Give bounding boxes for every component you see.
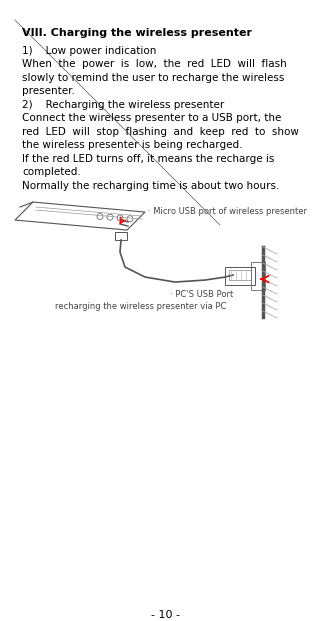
- Text: slowly to remind the user to recharge the wireless: slowly to remind the user to recharge th…: [22, 73, 284, 83]
- Text: - 10 -: - 10 -: [151, 610, 180, 620]
- Text: recharging the wireless presenter via PC: recharging the wireless presenter via PC: [55, 302, 226, 311]
- Text: completed.: completed.: [22, 167, 81, 177]
- Bar: [251, 262, 265, 290]
- Text: · PC’S USB Port: · PC’S USB Port: [170, 290, 233, 299]
- Text: presenter.: presenter.: [22, 86, 75, 96]
- Bar: [225, 267, 255, 285]
- Text: 2)    Recharging the wireless presenter: 2) Recharging the wireless presenter: [22, 99, 224, 109]
- Text: · Micro USB port of wireless presenter: · Micro USB port of wireless presenter: [148, 207, 307, 216]
- Text: the wireless presenter is being recharged.: the wireless presenter is being recharge…: [22, 140, 243, 150]
- Text: If the red LED turns off, it means the recharge is: If the red LED turns off, it means the r…: [22, 153, 274, 163]
- Text: Normally the recharging time is about two hours.: Normally the recharging time is about tw…: [22, 181, 279, 191]
- Text: 1)    Low power indication: 1) Low power indication: [22, 45, 156, 55]
- Text: red  LED  will  stop  flashing  and  keep  red  to  show: red LED will stop flashing and keep red …: [22, 127, 299, 137]
- Text: When  the  power  is  low,  the  red  LED  will  flash: When the power is low, the red LED will …: [22, 59, 287, 69]
- Text: Connect the wireless presenter to a USB port, the: Connect the wireless presenter to a USB …: [22, 113, 281, 123]
- Bar: [229, 270, 251, 280]
- Text: VIII. Charging the wireless presenter: VIII. Charging the wireless presenter: [22, 28, 252, 38]
- Bar: [115, 232, 127, 240]
